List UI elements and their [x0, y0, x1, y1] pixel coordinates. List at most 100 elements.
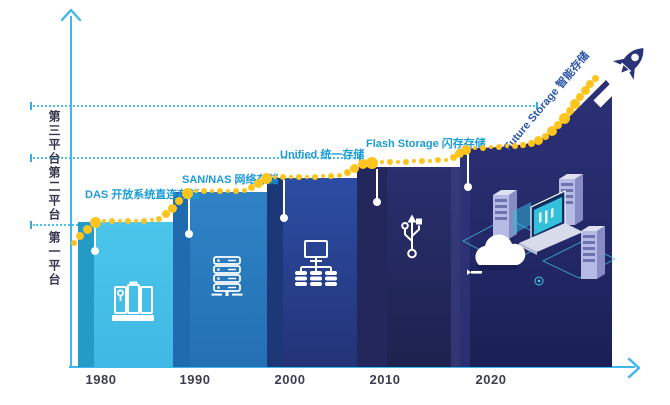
- usb-icon: [397, 213, 427, 259]
- divider-tick: [536, 102, 538, 110]
- curve-dot: [449, 153, 457, 161]
- laptop-icon: [519, 190, 583, 255]
- year-label-1990: 1990: [179, 372, 211, 387]
- curve-dot: [461, 145, 471, 155]
- curve-dot: [89, 216, 101, 228]
- y-axis: [70, 16, 73, 367]
- curve-dot: [101, 218, 107, 224]
- divider-tick: [30, 154, 32, 162]
- curve-dot: [247, 183, 255, 191]
- curve-dot: [343, 168, 351, 176]
- curve-dot: [162, 210, 170, 218]
- curve-dot: [547, 126, 557, 136]
- curve-dot: [533, 135, 543, 145]
- curve-dot: [434, 156, 442, 164]
- curve-dot: [225, 188, 231, 194]
- curve-dot: [201, 188, 207, 194]
- curve-dot: [155, 215, 163, 223]
- curve-dot: [541, 132, 549, 140]
- divider-tick: [359, 154, 361, 162]
- curve-dot: [512, 143, 518, 149]
- curve-dot: [472, 145, 478, 151]
- curve-dot: [411, 158, 417, 164]
- curve-dot: [366, 157, 378, 169]
- curve-dot: [181, 187, 193, 199]
- curve-dot: [591, 74, 599, 82]
- curve-dot: [443, 157, 449, 163]
- curve-dot: [288, 174, 294, 180]
- curve-dot: [233, 188, 239, 194]
- connector-dot: [464, 183, 472, 191]
- curve-dot: [580, 85, 590, 95]
- curve-dot: [570, 99, 580, 109]
- connector-dot: [91, 247, 99, 255]
- curve-dot: [241, 187, 247, 193]
- curve-dot: [193, 188, 199, 194]
- divider-tick: [30, 102, 32, 110]
- network-storage-icon: [293, 240, 339, 290]
- era-label-das: DAS 开放系统直连存储: [85, 189, 200, 201]
- y-axis-arrow-icon: [60, 8, 82, 22]
- data-panel: [513, 202, 531, 234]
- curve-dot: [419, 158, 425, 164]
- platform-label-second: 第二平台: [47, 166, 61, 222]
- era-label-unified: Unified 统一存储: [280, 149, 365, 161]
- curve-dot: [167, 203, 177, 213]
- curve-dot: [358, 159, 368, 169]
- curve-dot: [124, 217, 132, 225]
- curve-dot: [586, 80, 594, 88]
- curve-dot: [209, 188, 215, 194]
- curve-dot: [304, 174, 310, 180]
- curve-dot: [488, 144, 494, 150]
- curve-dot: [336, 172, 342, 178]
- curve-dot: [312, 174, 318, 180]
- connector-dot: [373, 198, 381, 206]
- bar-edge-shade: [78, 222, 94, 367]
- curve-dot: [395, 159, 401, 165]
- curve-dot: [253, 178, 263, 188]
- curve-dot: [387, 159, 393, 165]
- curve-dot: [558, 112, 570, 124]
- x-axis-arrow-icon: [627, 357, 641, 379]
- curve-dot: [554, 121, 562, 129]
- year-label-1980: 1980: [85, 372, 117, 387]
- x-axis: [69, 366, 635, 369]
- curve-dot: [272, 174, 278, 180]
- curve-dot: [82, 224, 92, 234]
- year-label-2020: 2020: [475, 372, 507, 387]
- curve-dot: [71, 240, 77, 246]
- curve-dot: [216, 187, 224, 195]
- curve-dot: [327, 172, 335, 180]
- bar-edge-shade: [267, 178, 283, 367]
- curve-dot: [427, 158, 433, 164]
- curve-dot: [109, 218, 115, 224]
- bar-edge-shade: [357, 167, 387, 367]
- connector-1990: [185, 194, 193, 238]
- connector-dot: [280, 214, 288, 222]
- platform-label-third: 第三平台: [47, 110, 61, 166]
- curve-dot: [175, 197, 183, 205]
- connector-2010: [373, 169, 381, 206]
- connector-1980: [91, 224, 99, 255]
- year-label-2010: 2010: [369, 372, 401, 387]
- cloud-datacenter-illustration: [455, 163, 616, 293]
- curve-dot: [495, 143, 503, 151]
- curve-dot: [141, 218, 147, 224]
- curve-dot: [480, 145, 486, 151]
- curve-dot: [149, 217, 155, 223]
- era-label-flash: Flash Storage 闪存存储: [366, 138, 486, 150]
- curve-dot: [566, 107, 574, 115]
- curve-dot: [576, 93, 584, 101]
- curve-dot: [260, 172, 272, 184]
- curve-dot: [133, 218, 139, 224]
- curve-dot: [454, 148, 464, 158]
- storage-array-icon: [110, 281, 156, 323]
- server-tower-icon: [581, 226, 605, 279]
- curve-dot: [527, 139, 535, 147]
- cloud-icon: [467, 234, 526, 275]
- connector-2000: [280, 180, 288, 222]
- rocket-icon: [602, 35, 658, 92]
- platform-divider-bottom: [33, 224, 78, 226]
- divider-tick: [30, 221, 32, 229]
- target-marker-icon: [534, 276, 544, 286]
